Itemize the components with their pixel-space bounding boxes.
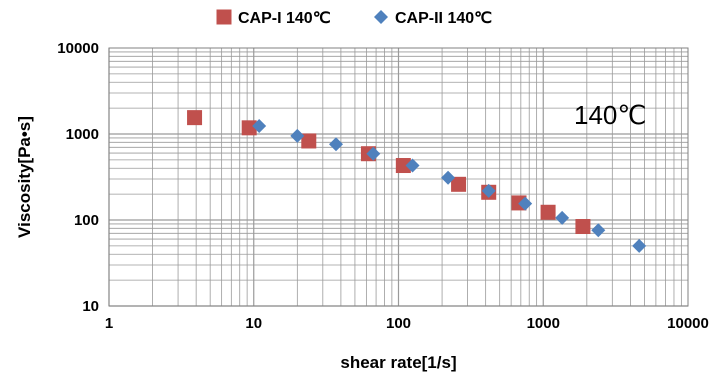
legend-label: CAP-I 140℃ — [238, 10, 331, 27]
x-tick-label: 100 — [386, 315, 411, 332]
data-point — [187, 110, 203, 126]
legend-marker — [216, 9, 232, 25]
x-tick-label: 1 — [105, 315, 113, 332]
y-tick-labels: 10 100 1000 10000 — [57, 40, 99, 315]
y-tick-label: 10000 — [57, 40, 99, 57]
data-point — [405, 158, 420, 173]
data-point — [518, 196, 533, 211]
data-point — [441, 170, 456, 185]
data-point — [555, 210, 570, 225]
legend-marker — [374, 10, 388, 24]
temperature-annotation: 140℃ — [574, 100, 647, 130]
data-point — [328, 137, 343, 152]
legend: CAP-I 140℃ CAP-II 140℃ — [216, 9, 492, 27]
y-tick-label: 1000 — [66, 126, 99, 143]
data-point — [451, 176, 467, 192]
data-point — [591, 223, 606, 238]
data-point — [481, 183, 496, 198]
data-point — [252, 118, 267, 133]
series-1 — [187, 110, 591, 235]
data-point — [241, 120, 257, 136]
x-axis-title: shear rate[1/s] — [340, 353, 456, 372]
grid — [108, 48, 688, 307]
data-point — [575, 219, 591, 235]
x-tick-label: 1000 — [527, 315, 560, 332]
legend-label: CAP-II 140℃ — [395, 10, 492, 27]
x-tick-label: 10 — [245, 315, 262, 332]
x-tick-label: 10000 — [667, 315, 709, 332]
data-point — [632, 238, 647, 253]
data-point — [395, 158, 411, 174]
data-point — [366, 146, 381, 161]
data-marks — [187, 110, 647, 253]
series-2 — [252, 118, 647, 253]
data-point — [301, 133, 317, 149]
data-point — [290, 128, 305, 143]
y-axis-title: Viscosity[Pa•s] — [15, 116, 34, 238]
data-point — [540, 204, 556, 220]
y-tick-label: 10 — [82, 298, 99, 315]
x-tick-labels: 1 10 100 1000 10000 — [105, 315, 709, 332]
y-tick-label: 100 — [74, 212, 99, 229]
plot-frame — [108, 47, 689, 307]
